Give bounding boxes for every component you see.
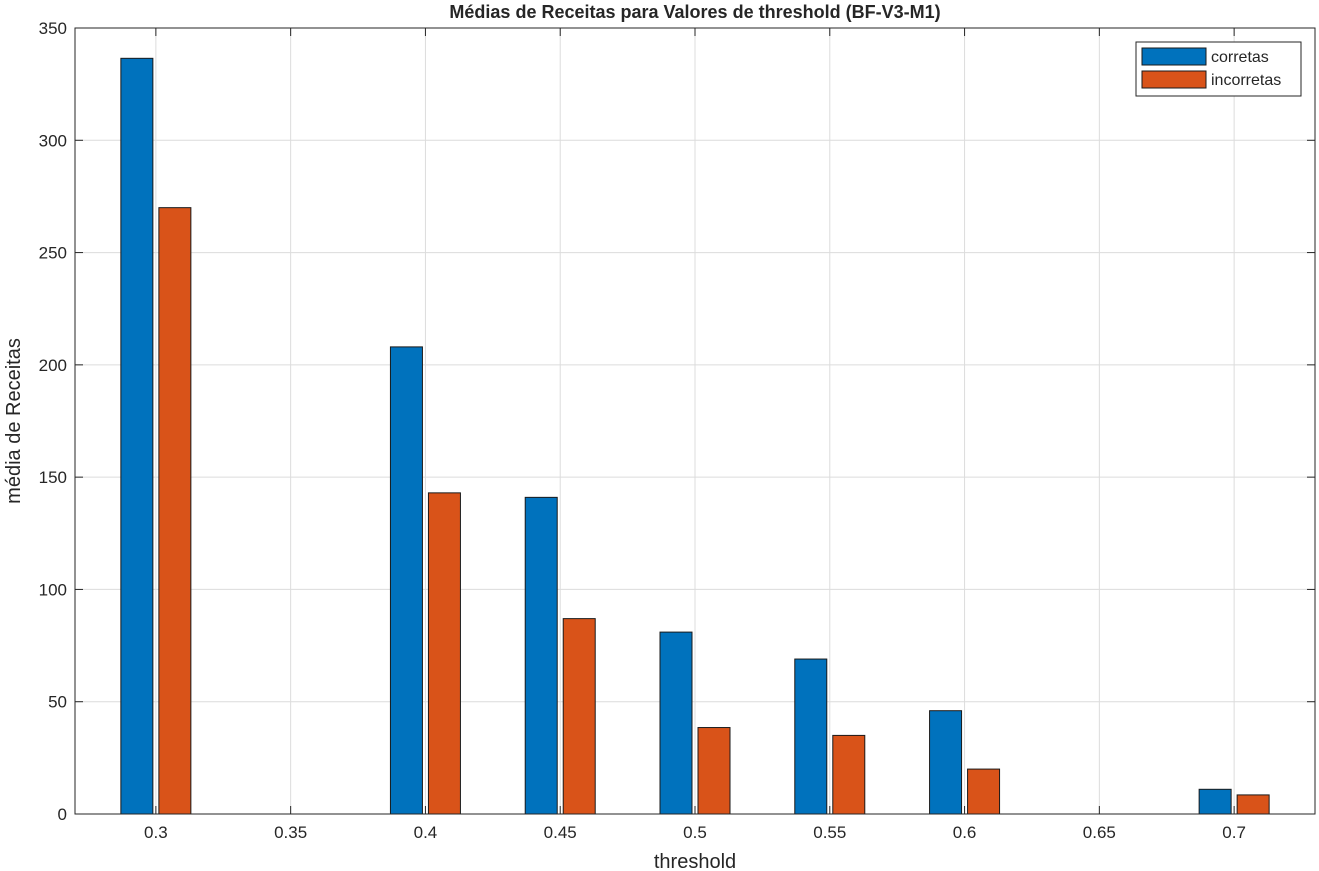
bar-incorretas-0.55 — [832, 734, 866, 815]
y-axis-label: média de Receitas — [3, 338, 25, 504]
bar-corretas-0.4 — [389, 346, 423, 815]
legend-label-corretas: corretas — [1211, 49, 1269, 66]
chart-title: Médias de Receitas para Valores de thres… — [449, 2, 940, 22]
bar-incorretas-0.6 — [967, 768, 1001, 815]
bar-corretas-0.45 — [524, 496, 558, 815]
bar-incorretas-0.3 — [158, 207, 192, 815]
y-tick-label: 200 — [39, 356, 67, 375]
x-tick-label: 0.3 — [144, 823, 168, 842]
x-tick-label: 0.5 — [683, 823, 707, 842]
y-tick-label: 100 — [39, 580, 67, 599]
x-tick-label: 0.7 — [1222, 823, 1246, 842]
x-axis-label: threshold — [654, 851, 736, 871]
bar-corretas-0.55 — [794, 658, 828, 815]
grid — [75, 27, 1315, 815]
y-tick-label: 300 — [39, 131, 67, 150]
x-tick-label: 0.65 — [1083, 823, 1116, 842]
y-tick-label: 150 — [39, 468, 67, 487]
x-tick-label: 0.55 — [813, 823, 846, 842]
bar-corretas-0.7 — [1198, 788, 1232, 815]
y-tick-label: 0 — [58, 805, 67, 824]
tick-marks — [75, 27, 1315, 815]
x-tick-labels: 0.3 0.35 0.4 0.45 0.5 0.55 0.6 0.65 0.7 — [144, 823, 1246, 842]
x-tick-label: 0.4 — [414, 823, 438, 842]
y-tick-label: 50 — [48, 693, 67, 712]
bar-incorretas-0.5 — [697, 727, 731, 815]
bar-corretas-0.3 — [120, 57, 154, 815]
y-tick-label: 250 — [39, 244, 67, 263]
legend: corretas incorretas — [1135, 41, 1302, 97]
bar-corretas-0.6 — [929, 710, 963, 815]
x-tick-label: 0.6 — [953, 823, 977, 842]
bar-corretas-0.5 — [659, 631, 693, 815]
bars — [120, 57, 1270, 815]
bar-incorretas-0.7 — [1236, 794, 1270, 815]
x-tick-label: 0.45 — [544, 823, 577, 842]
legend-swatch-incorretas — [1141, 70, 1207, 89]
bar-incorretas-0.45 — [562, 618, 596, 815]
legend-swatch-corretas — [1141, 47, 1207, 66]
y-tick-labels: 0 50 100 150 200 250 300 350 — [39, 19, 67, 824]
x-tick-label: 0.35 — [274, 823, 307, 842]
y-tick-label: 350 — [39, 19, 67, 38]
bar-incorretas-0.4 — [427, 492, 461, 815]
legend-label-incorretas: incorretas — [1211, 72, 1281, 89]
